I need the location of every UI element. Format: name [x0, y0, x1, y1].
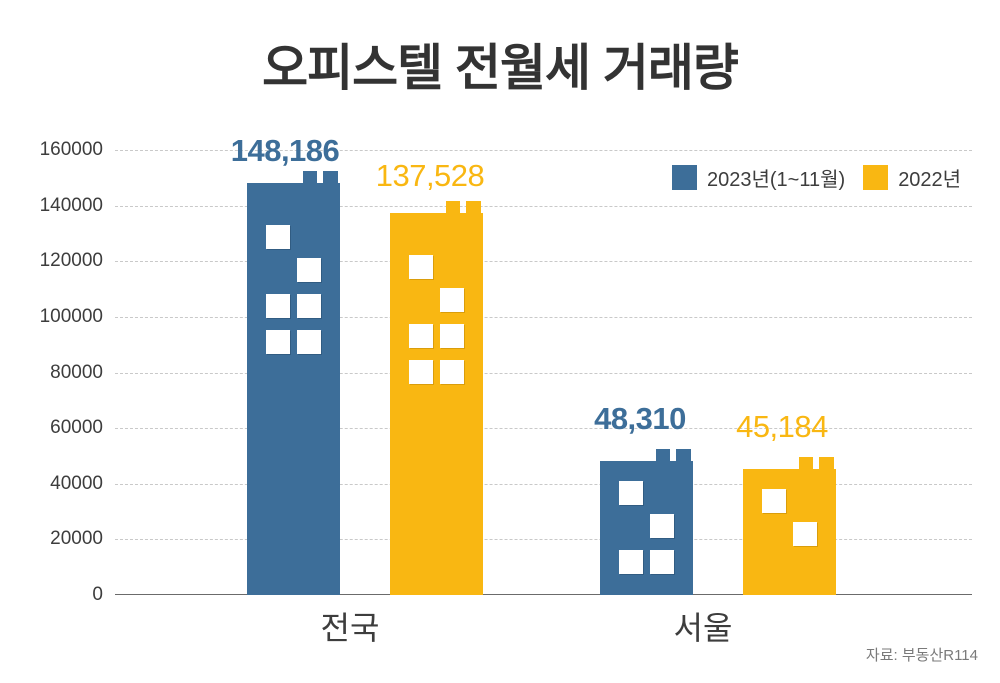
- window: [440, 360, 464, 384]
- window: [793, 522, 817, 546]
- window: [762, 489, 786, 513]
- value-label-nationwide-2023: 148,186: [230, 133, 340, 168]
- window: [440, 324, 464, 348]
- window: [440, 288, 464, 312]
- bar-body: [247, 183, 340, 595]
- roof-block-right: [819, 457, 834, 469]
- ytick-label-100000: 100000: [39, 305, 103, 327]
- legend-swatch-yellow-icon: [863, 165, 889, 190]
- ytick-label-0: 0: [92, 584, 103, 605]
- roof-block-left: [656, 449, 670, 461]
- roof-block-right: [676, 449, 691, 461]
- bar-body: [600, 461, 693, 595]
- window: [619, 550, 643, 574]
- ytick-label-80000: 80000: [50, 361, 103, 383]
- bar-nationwide-2023[interactable]: [247, 171, 340, 595]
- gridline-60000: [115, 428, 972, 430]
- window: [266, 330, 290, 354]
- ytick-label-40000: 40000: [50, 472, 103, 494]
- window: [650, 514, 674, 538]
- value-label-nationwide-2022: 137,528: [375, 158, 485, 193]
- x-axis-line: [115, 594, 972, 595]
- bar-body: [390, 213, 483, 595]
- window: [297, 294, 321, 318]
- source-note: 자료: 부동산R114: [865, 647, 978, 664]
- legend-swatch-blue-icon: [672, 165, 697, 190]
- window: [266, 225, 290, 249]
- ytick-label-140000: 140000: [39, 194, 103, 216]
- category-label-nationwide: 전국: [320, 610, 380, 646]
- window: [297, 330, 321, 354]
- roof-block-right: [466, 201, 481, 213]
- chart-legend: 2023년(1~11월) 2022년: [672, 163, 979, 192]
- ytick-label-60000: 60000: [50, 417, 103, 439]
- plot-area: 160000 140000 120000 100000 80000 60000 …: [40, 139, 972, 605]
- legend-label-2022: 2022년: [898, 169, 962, 191]
- roof-block-left: [799, 457, 813, 469]
- ytick-label-160000: 160000: [39, 139, 103, 160]
- legend-label-2023: 2023년(1~11월): [707, 169, 846, 191]
- category-label-seoul: 서울: [673, 610, 733, 646]
- legend-item-2022[interactable]: 2022년: [863, 163, 979, 192]
- gridline-20000: [115, 539, 972, 541]
- bar-body: [743, 469, 836, 595]
- gridline-80000: [115, 372, 972, 374]
- bar-seoul-2023[interactable]: [600, 449, 693, 595]
- gridline-120000: [115, 261, 972, 263]
- gridline-140000: [115, 205, 972, 207]
- window: [619, 481, 643, 505]
- ytick-label-120000: 120000: [39, 250, 103, 272]
- window: [409, 360, 433, 384]
- window: [297, 258, 321, 282]
- value-label-seoul-2022: 45,184: [736, 409, 828, 444]
- legend-item-2023[interactable]: 2023년(1~11월): [672, 163, 863, 192]
- roof-block-right: [323, 171, 338, 183]
- gridline-100000: [115, 316, 972, 318]
- value-label-seoul-2023: 48,310: [594, 401, 686, 436]
- ytick-label-20000: 20000: [50, 528, 103, 550]
- bar-seoul-2022[interactable]: [743, 457, 836, 595]
- gridline-40000: [115, 483, 972, 485]
- roof-block-left: [446, 201, 460, 213]
- bar-nationwide-2022[interactable]: [390, 201, 483, 595]
- gridline-160000: [115, 150, 972, 151]
- roof-block-left: [303, 171, 317, 183]
- window: [409, 324, 433, 348]
- window: [266, 294, 290, 318]
- page-title: 오피스텔 전월세 거래량: [262, 40, 739, 96]
- window: [650, 550, 674, 574]
- window: [409, 255, 433, 279]
